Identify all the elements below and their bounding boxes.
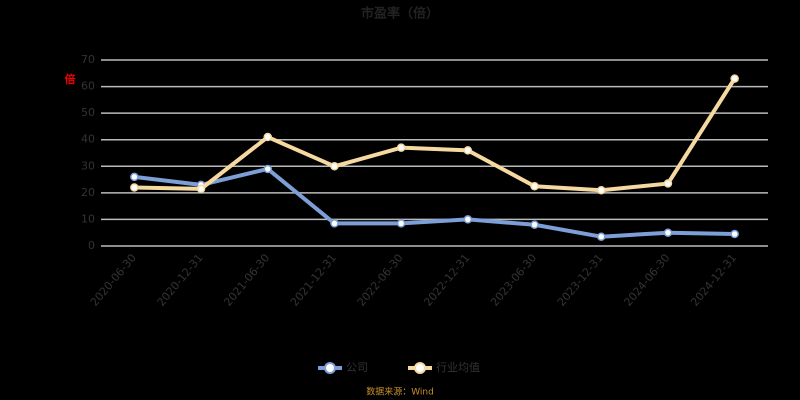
point xyxy=(130,183,139,192)
x-tick-label: 2024-06-30 xyxy=(621,252,672,309)
y-tick-label: 60 xyxy=(81,80,95,93)
x-tick-label: 2023-06-30 xyxy=(488,252,539,309)
point xyxy=(330,219,339,228)
point xyxy=(530,181,539,191)
point xyxy=(663,228,673,237)
legend-label: 行业均值 xyxy=(436,361,480,374)
y-tick-label: 10 xyxy=(81,212,95,225)
point xyxy=(196,184,206,194)
y-tick-label: 0 xyxy=(88,239,95,252)
source-note: 数据来源：Wind xyxy=(366,386,434,398)
point xyxy=(263,164,272,174)
x-tick-label: 2024-12-31 xyxy=(688,252,739,309)
x-tick-label: 2022-12-31 xyxy=(421,252,472,309)
y-tick-label: 50 xyxy=(81,106,95,119)
x-tick-label: 2021-12-31 xyxy=(288,252,339,309)
y-tick-label: 40 xyxy=(81,133,95,146)
series-line xyxy=(134,166,735,239)
point xyxy=(663,179,673,188)
chart-title: 市盈率（倍） xyxy=(361,6,439,22)
legend-label: 公司 xyxy=(346,361,368,374)
point xyxy=(463,215,473,224)
point xyxy=(396,143,406,152)
series-line xyxy=(134,77,737,193)
y-axis-label: 倍 xyxy=(65,72,76,86)
point xyxy=(330,162,339,171)
point xyxy=(730,74,739,83)
point xyxy=(396,219,406,228)
x-tick-label: 2020-06-30 xyxy=(88,252,139,309)
x-tick-label: 2021-06-30 xyxy=(221,252,272,309)
y-tick-label: 70 xyxy=(81,53,95,66)
x-tick-label: 2023-12-31 xyxy=(555,252,606,309)
point xyxy=(597,232,606,241)
legend-marker xyxy=(414,362,426,374)
point xyxy=(597,185,606,195)
x-tick-label: 2020-12-31 xyxy=(155,252,206,309)
y-tick-label: 20 xyxy=(81,186,95,199)
point xyxy=(730,229,739,239)
point xyxy=(463,146,473,155)
point xyxy=(263,132,272,142)
y-tick-label: 30 xyxy=(81,159,95,172)
legend-marker xyxy=(324,362,336,374)
x-tick-label: 2022-06-30 xyxy=(355,252,406,309)
point xyxy=(130,172,139,182)
point xyxy=(530,220,539,229)
